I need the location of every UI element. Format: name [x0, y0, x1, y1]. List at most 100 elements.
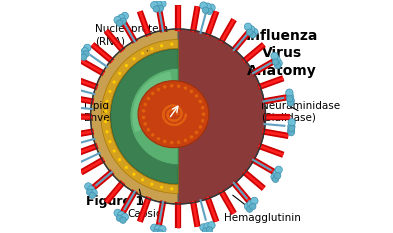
Circle shape	[118, 158, 121, 161]
Circle shape	[160, 186, 163, 189]
Wedge shape	[91, 29, 178, 204]
Circle shape	[61, 103, 68, 110]
Circle shape	[202, 228, 209, 233]
Circle shape	[153, 6, 160, 12]
Circle shape	[112, 80, 116, 84]
Circle shape	[73, 165, 81, 172]
Circle shape	[66, 146, 73, 154]
Circle shape	[81, 54, 87, 60]
Circle shape	[286, 96, 293, 102]
Circle shape	[286, 89, 293, 96]
Circle shape	[141, 178, 144, 182]
Circle shape	[204, 223, 211, 230]
Circle shape	[61, 99, 69, 106]
Circle shape	[118, 72, 121, 75]
Circle shape	[73, 167, 79, 174]
Circle shape	[250, 203, 256, 210]
Circle shape	[244, 23, 252, 30]
Circle shape	[272, 176, 279, 182]
Circle shape	[163, 139, 167, 144]
Circle shape	[83, 51, 89, 57]
Circle shape	[146, 96, 151, 101]
Circle shape	[104, 110, 107, 113]
Circle shape	[146, 128, 151, 132]
Circle shape	[132, 57, 136, 60]
Circle shape	[125, 64, 128, 67]
Circle shape	[176, 140, 181, 144]
Circle shape	[195, 94, 198, 98]
Circle shape	[151, 91, 155, 96]
Circle shape	[151, 2, 158, 9]
Circle shape	[163, 85, 167, 89]
Circle shape	[170, 43, 173, 46]
Circle shape	[153, 229, 160, 233]
Circle shape	[141, 51, 144, 55]
Circle shape	[155, 1, 162, 8]
Circle shape	[201, 119, 205, 123]
Circle shape	[198, 125, 202, 129]
Circle shape	[170, 187, 173, 190]
Circle shape	[202, 112, 206, 116]
Circle shape	[116, 215, 123, 221]
Circle shape	[206, 8, 213, 14]
Circle shape	[71, 164, 77, 170]
Circle shape	[84, 44, 91, 51]
Circle shape	[251, 197, 258, 205]
Circle shape	[183, 86, 187, 90]
Circle shape	[176, 84, 181, 88]
Circle shape	[287, 127, 295, 134]
Circle shape	[246, 206, 253, 212]
Circle shape	[275, 60, 282, 67]
Circle shape	[105, 100, 109, 103]
Circle shape	[104, 120, 107, 123]
Circle shape	[61, 110, 68, 116]
Circle shape	[273, 170, 280, 177]
Circle shape	[204, 3, 211, 10]
Circle shape	[288, 129, 294, 136]
Circle shape	[71, 161, 79, 168]
Wedge shape	[132, 72, 178, 132]
Circle shape	[248, 200, 255, 207]
Circle shape	[202, 112, 206, 116]
Wedge shape	[110, 48, 178, 185]
Circle shape	[288, 119, 296, 126]
Circle shape	[64, 138, 71, 146]
Circle shape	[120, 18, 126, 24]
Circle shape	[64, 87, 71, 95]
Circle shape	[114, 16, 121, 24]
Circle shape	[189, 135, 193, 139]
Circle shape	[64, 90, 71, 96]
Circle shape	[286, 93, 294, 100]
Circle shape	[108, 90, 112, 93]
Circle shape	[200, 2, 207, 9]
Text: Influenza
Virus
Anatomy: Influenza Virus Anatomy	[246, 29, 318, 78]
Circle shape	[287, 100, 294, 106]
Circle shape	[272, 59, 279, 65]
Circle shape	[112, 149, 116, 153]
Circle shape	[170, 84, 174, 88]
Text: Lipid
Envelope: Lipid Envelope	[84, 101, 132, 123]
Circle shape	[64, 83, 72, 91]
Circle shape	[208, 222, 215, 229]
Circle shape	[141, 109, 146, 113]
Circle shape	[90, 189, 97, 196]
Circle shape	[246, 29, 253, 35]
Circle shape	[159, 0, 166, 7]
Circle shape	[160, 44, 163, 47]
Circle shape	[156, 137, 160, 141]
Circle shape	[273, 56, 280, 63]
Circle shape	[64, 142, 72, 150]
Circle shape	[120, 217, 126, 223]
Circle shape	[66, 149, 72, 155]
Circle shape	[108, 140, 112, 143]
Circle shape	[157, 5, 163, 11]
Circle shape	[189, 89, 193, 93]
Circle shape	[87, 186, 95, 193]
Circle shape	[198, 99, 202, 103]
Circle shape	[61, 107, 68, 114]
Circle shape	[116, 20, 123, 26]
Circle shape	[114, 209, 121, 217]
Circle shape	[271, 52, 278, 60]
Circle shape	[244, 203, 252, 210]
Circle shape	[64, 145, 71, 151]
